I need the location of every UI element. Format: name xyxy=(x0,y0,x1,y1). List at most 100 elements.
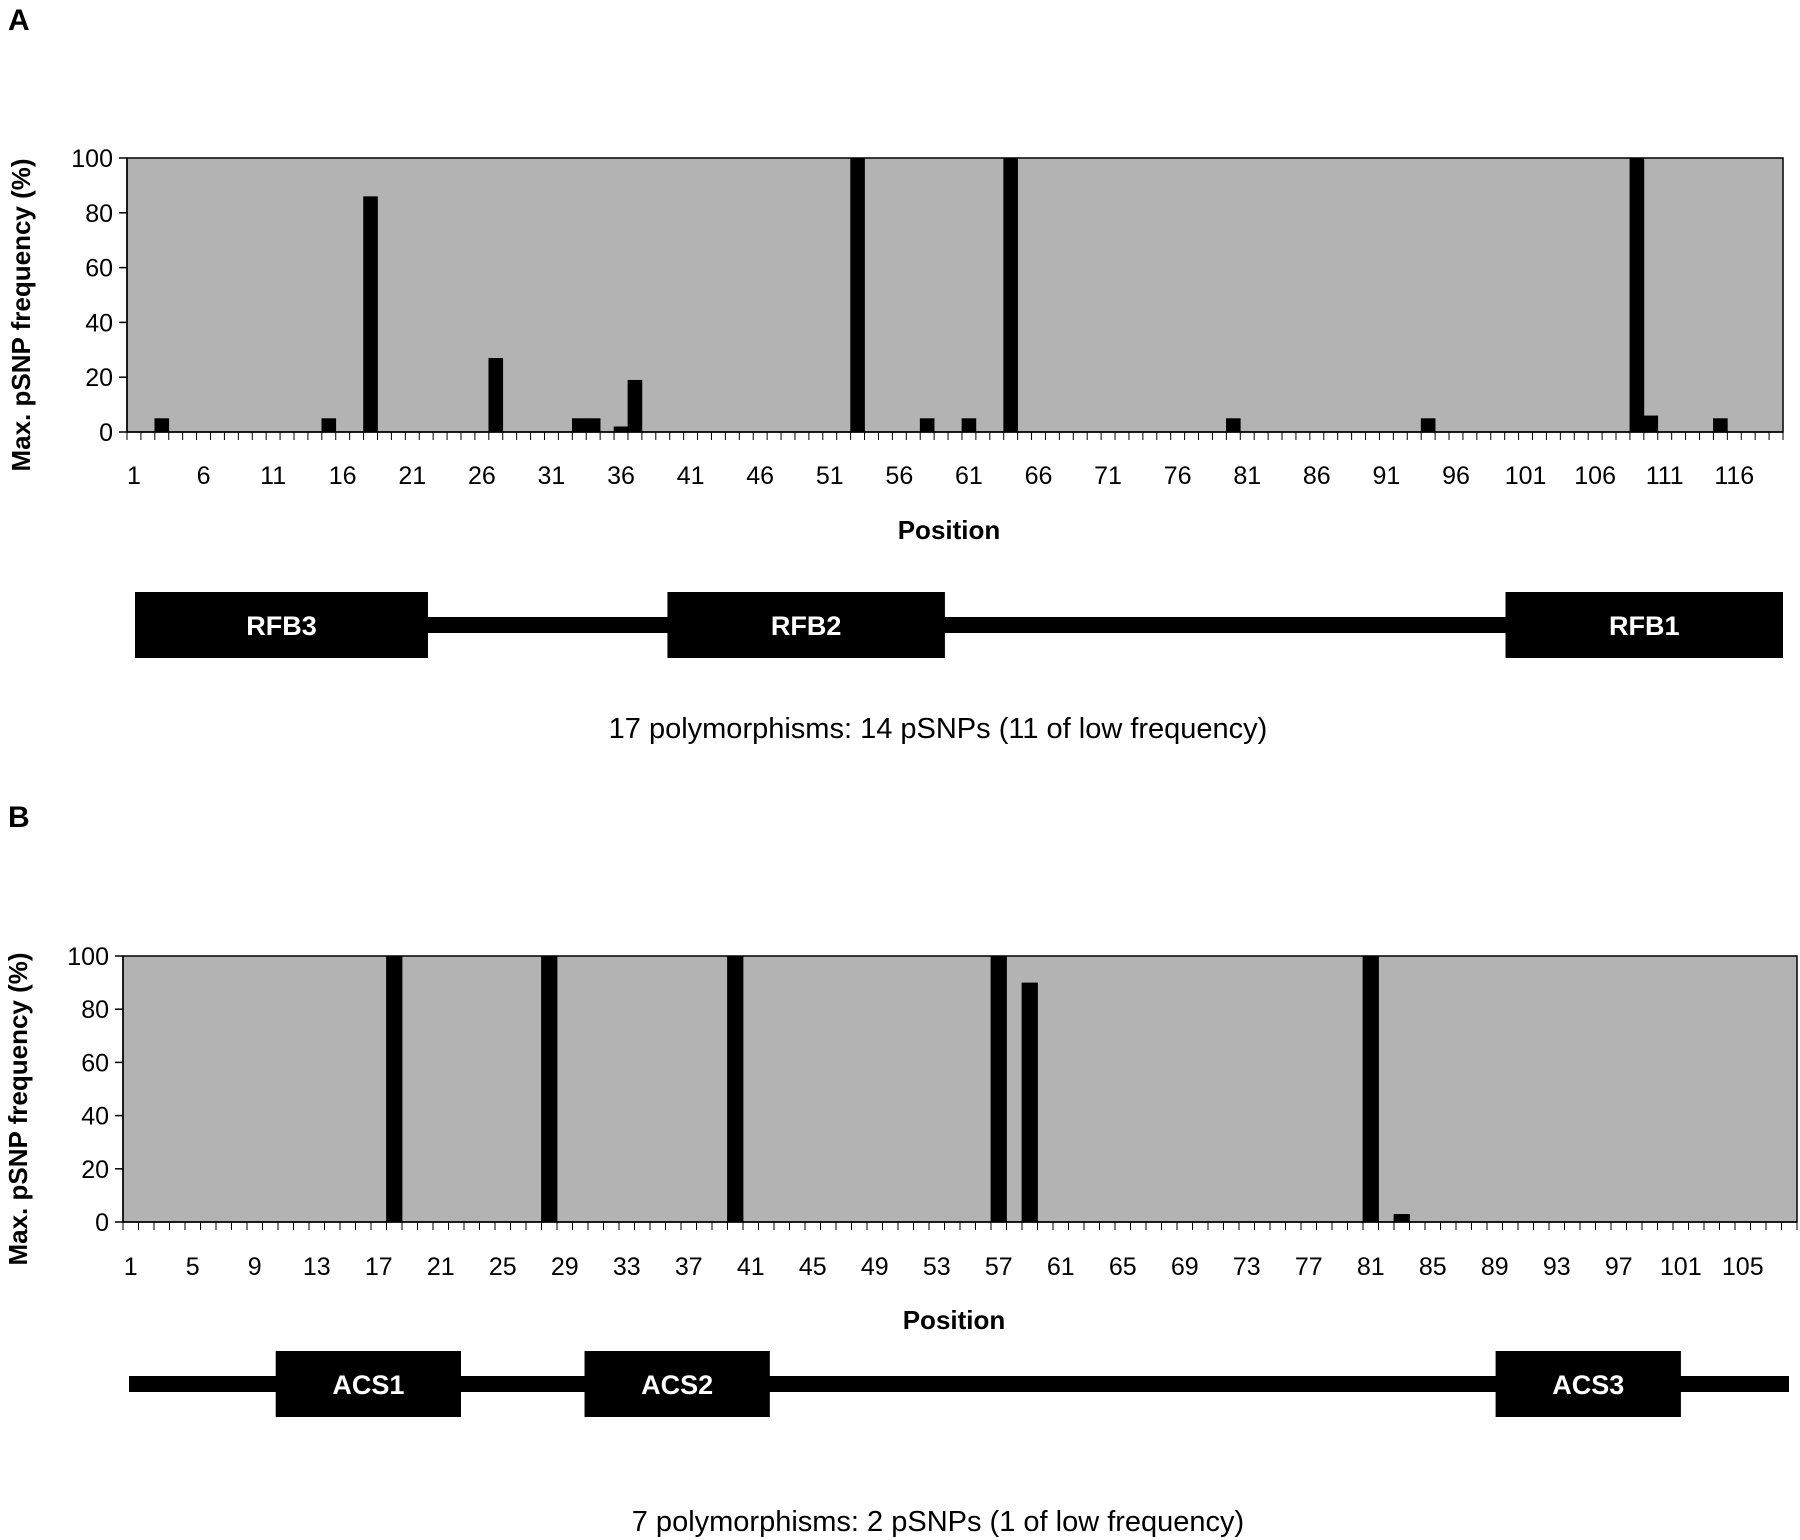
y-tick-label: 0 xyxy=(95,1209,109,1237)
element-label: RFB1 xyxy=(1609,611,1680,641)
x-tick-label: 76 xyxy=(1164,462,1192,490)
bar xyxy=(1226,418,1241,432)
x-tick-label: 41 xyxy=(677,462,705,490)
y-tick-label: 40 xyxy=(81,1103,109,1131)
bar xyxy=(1643,415,1659,432)
x-axis-title: Position xyxy=(903,1305,1006,1335)
bar xyxy=(627,379,643,432)
x-tick-label: 41 xyxy=(737,1253,765,1281)
x-tick-label: 89 xyxy=(1481,1253,1509,1281)
y-tick-label: 0 xyxy=(99,419,113,447)
element-box-rfb2 xyxy=(667,592,945,658)
x-tick-label: 5 xyxy=(186,1253,200,1281)
panel-label: B xyxy=(8,801,30,834)
x-tick-label: 49 xyxy=(861,1253,889,1281)
x-tick-label: 97 xyxy=(1605,1253,1633,1281)
element-label: ACS3 xyxy=(1552,1370,1624,1400)
plot-area xyxy=(122,955,1798,1223)
bar xyxy=(613,426,629,432)
element-map: RFB3 RFB2 RFB1 xyxy=(135,592,1783,658)
bar xyxy=(1021,982,1038,1222)
y-tick-label: 100 xyxy=(67,943,109,971)
x-tick-label: 26 xyxy=(468,462,496,490)
x-tick-label: 86 xyxy=(1303,462,1331,490)
x-tick-label: 93 xyxy=(1543,1253,1571,1281)
bar xyxy=(961,418,977,432)
x-tick-label: 51 xyxy=(816,462,844,490)
x-tick-label: 53 xyxy=(923,1253,951,1281)
y-tick-label: 80 xyxy=(85,200,113,228)
x-tick-label: 73 xyxy=(1233,1253,1261,1281)
x-tick-label: 37 xyxy=(675,1253,703,1281)
map-line xyxy=(129,1376,1789,1392)
x-tick-label: 111 xyxy=(1646,462,1684,490)
bar xyxy=(990,956,1007,1222)
bar xyxy=(919,418,935,432)
bar xyxy=(850,158,865,432)
x-tick-label: 9 xyxy=(248,1253,262,1281)
element-box-rfb1 xyxy=(1505,592,1783,658)
x-tick-label: 91 xyxy=(1372,462,1400,490)
x-tick-label: 1 xyxy=(127,462,141,490)
x-tick-label: 17 xyxy=(365,1253,393,1281)
element-box-acs2 xyxy=(584,1351,770,1417)
element-box-acs1 xyxy=(275,1351,461,1417)
bar xyxy=(585,418,601,432)
bar xyxy=(1420,418,1436,432)
x-tick-label: 101 xyxy=(1505,462,1547,490)
y-tick-label: 60 xyxy=(85,255,113,283)
bar xyxy=(1629,158,1645,432)
x-tick-label: 6 xyxy=(197,462,211,490)
y-tick-label: 80 xyxy=(81,996,109,1024)
x-tick-label: 106 xyxy=(1574,462,1616,490)
x-tick-label: 16 xyxy=(329,462,357,490)
plot-area xyxy=(126,157,1784,433)
x-tick-label: 1 xyxy=(124,1253,138,1281)
bar xyxy=(321,418,337,432)
element-box-rfb3 xyxy=(135,592,428,658)
x-tick-label: 46 xyxy=(746,462,774,490)
x-tick-label: 81 xyxy=(1233,462,1261,490)
bar xyxy=(1713,418,1728,432)
y-tick-label: 60 xyxy=(81,1049,109,1077)
x-tick-label: 13 xyxy=(303,1253,331,1281)
x-tick-label: 66 xyxy=(1025,462,1053,490)
map-line xyxy=(135,617,1783,633)
element-label: RFB3 xyxy=(246,611,317,641)
element-label: RFB2 xyxy=(771,611,842,641)
x-tick-label: 11 xyxy=(260,462,286,490)
x-tick-label: 36 xyxy=(607,462,635,490)
x-tick-label: 33 xyxy=(613,1253,641,1281)
y-tick-label: 20 xyxy=(81,1156,109,1184)
y-tick-label: 20 xyxy=(85,364,113,392)
element-box-acs3 xyxy=(1495,1351,1681,1417)
element-map: ACS1 ACS2 ACS3 xyxy=(129,1351,1789,1417)
bar xyxy=(727,956,744,1222)
x-tick-label: 56 xyxy=(885,462,913,490)
x-tick-label: 25 xyxy=(489,1253,517,1281)
x-tick-label: 77 xyxy=(1295,1253,1323,1281)
caption: 17 polymorphisms: 14 pSNPs (11 of low fr… xyxy=(609,713,1268,745)
y-axis-title: Max. pSNP frequency (%) xyxy=(3,952,33,1265)
element-label: ACS1 xyxy=(332,1370,404,1400)
bar xyxy=(541,956,558,1222)
x-tick-label: 61 xyxy=(955,462,983,490)
x-tick-label: 57 xyxy=(985,1253,1013,1281)
y-tick-label: 40 xyxy=(85,309,113,337)
x-tick-label: 71 xyxy=(1094,462,1122,490)
x-tick-label: 65 xyxy=(1109,1253,1137,1281)
x-tick-label: 31 xyxy=(538,462,566,490)
caption: 7 polymorphisms: 2 pSNPs (1 of low frequ… xyxy=(632,1506,1244,1538)
x-tick-label: 116 xyxy=(1714,462,1754,490)
bar xyxy=(363,196,378,432)
bar xyxy=(1003,158,1018,432)
x-tick-label: 29 xyxy=(551,1253,579,1281)
x-tick-label: 61 xyxy=(1047,1253,1075,1281)
chart-panel-b: B 0 20 40 60 80 100 1 5 9 13 17 21 25 29 33 37 41 45 49 53 57… xyxy=(3,801,1798,1538)
y-axis-title: Max. pSNP frequency (%) xyxy=(6,158,36,471)
x-tick-label: 81 xyxy=(1357,1253,1385,1281)
panel-label: A xyxy=(8,4,30,37)
x-tick-label: 69 xyxy=(1171,1253,1199,1281)
